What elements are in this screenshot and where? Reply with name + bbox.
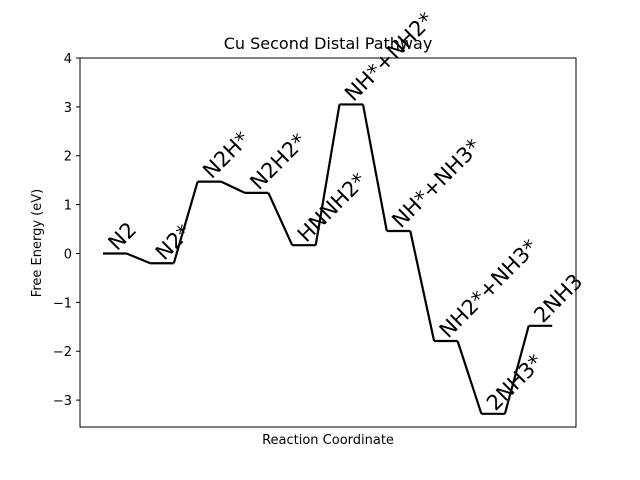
plot-frame (79, 57, 577, 428)
energy-pathway (103, 103, 553, 415)
state-label-8: 2NH3* (482, 350, 548, 416)
transition-segment (456, 340, 483, 415)
transition-segment (409, 230, 436, 342)
transition-segment (126, 252, 151, 265)
state-label-4: HNNH2* (293, 168, 371, 246)
state-label-9: 2NH3 (529, 269, 587, 327)
y-tick-label: 4 (64, 52, 72, 67)
y-tick-label: 0 (64, 247, 72, 262)
state-label-5: NH*+NH2* (340, 8, 438, 106)
y-ticks: 4 3 2 1 0 −1 −2 −3 (53, 52, 80, 409)
x-axis-label: Reaction Coordinate (262, 433, 394, 448)
y-axis-label: Free Energy (eV) (30, 189, 45, 297)
state-label-7: NH2*+NH3* (435, 235, 543, 343)
transition-segment (220, 180, 246, 194)
state-label-3: N2H2* (245, 129, 311, 195)
state-labels: N2 N2*N2H*N2H2*HNNH2* NH*+NH2* NH*+NH3*NH2*… (104, 8, 588, 416)
state-label-6: NH*+NH3* (387, 134, 485, 232)
transition-segment (314, 104, 341, 246)
y-tick-label: −1 (53, 296, 72, 311)
state-label-2: N2H* (198, 127, 254, 183)
transition-segment (503, 325, 530, 415)
state-label-1: N2* (151, 220, 196, 265)
transition-segment (361, 104, 388, 232)
y-tick-label: −2 (53, 345, 72, 360)
state-label-0: N2 (104, 218, 142, 256)
y-tick-label: 3 (64, 101, 72, 116)
chart-title: Cu Second Distal Pathway (224, 34, 433, 53)
y-tick-label: 1 (64, 199, 72, 214)
y-tick-label: −3 (53, 394, 72, 409)
y-tick-label: 2 (64, 150, 72, 165)
transition-segment (267, 192, 294, 246)
transition-segment (172, 181, 199, 264)
